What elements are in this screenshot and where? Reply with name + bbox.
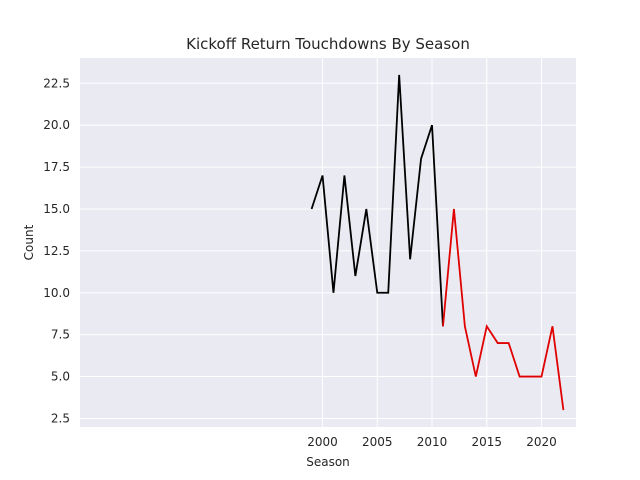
y-axis-label: Count: [22, 224, 36, 260]
series-line-1: [310, 74, 444, 327]
y-tick-label: 15.0: [43, 202, 70, 216]
y-tick-label: 5.0: [51, 370, 70, 384]
x-tick-label: 2020: [526, 435, 557, 449]
grid: [80, 58, 576, 427]
x-axis-label: Season: [306, 455, 350, 469]
x-tick-label: 2000: [307, 435, 338, 449]
x-tick-label: 2005: [362, 435, 393, 449]
y-tick-label: 17.5: [43, 160, 70, 174]
x-tick-label: 2015: [471, 435, 502, 449]
y-tick-label: 7.5: [51, 328, 70, 342]
series-line-2: [442, 208, 565, 411]
series-lines: [310, 74, 565, 411]
y-tick-label: 22.5: [43, 76, 70, 90]
y-axis: 2.5 5.0 7.5 10.0 12.5 15.0 17.5 20.0 22.5: [43, 76, 70, 425]
y-tick-label: 20.0: [43, 118, 70, 132]
x-tick-label: 2010: [417, 435, 448, 449]
y-tick-label: 12.5: [43, 244, 70, 258]
x-axis: 2000 2005 2010 2015 2020: [307, 435, 557, 449]
y-tick-label: 2.5: [51, 411, 70, 425]
y-tick-label: 10.0: [43, 286, 70, 300]
chart-title: Kickoff Return Touchdowns By Season: [186, 35, 470, 53]
